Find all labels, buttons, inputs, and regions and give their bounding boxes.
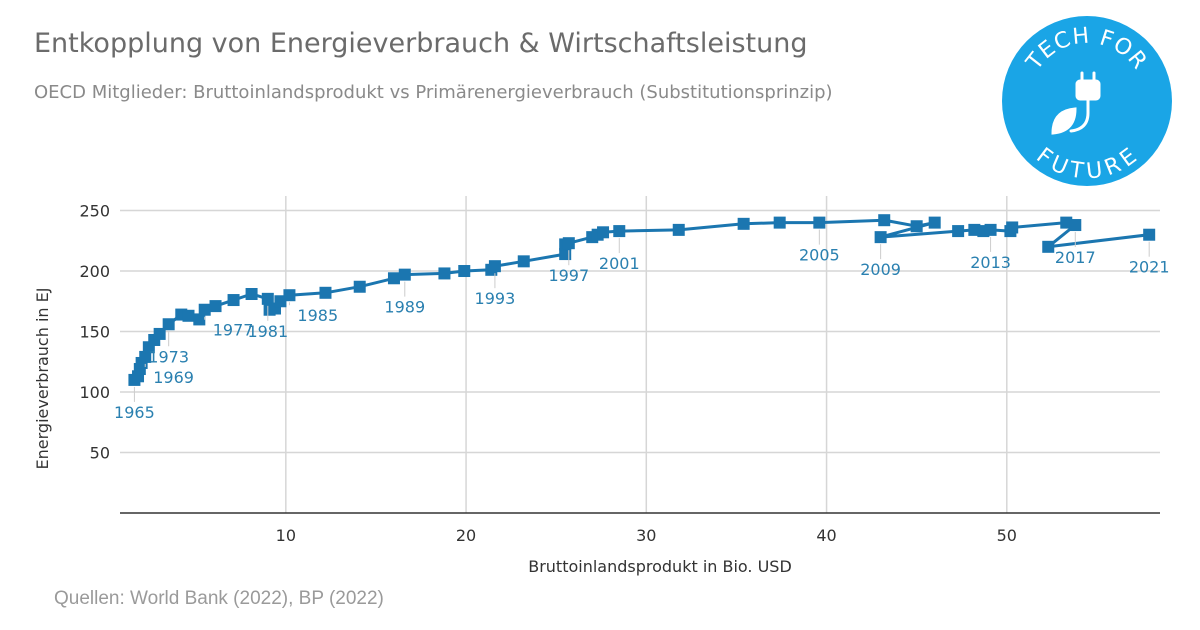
data-point bbox=[597, 226, 610, 239]
tech-for-future-logo: TECH FOR FUTURE bbox=[1002, 16, 1172, 186]
x-tick-label: 50 bbox=[997, 526, 1017, 545]
data-point bbox=[1143, 228, 1156, 241]
data-point bbox=[1060, 216, 1073, 229]
chart-title: Entkopplung von Energieverbrauch & Wirts… bbox=[34, 28, 808, 59]
year-label: 2005 bbox=[799, 246, 840, 265]
grid-lines bbox=[120, 196, 1160, 513]
chart-subtitle: OECD Mitglieder: Bruttoinlandsprodukt vs… bbox=[34, 82, 833, 103]
data-point bbox=[245, 288, 258, 301]
year-label: 2021 bbox=[1129, 258, 1170, 277]
x-tick-label: 30 bbox=[636, 526, 656, 545]
y-tick-label: 150 bbox=[79, 323, 110, 342]
x-tick-label: 40 bbox=[816, 526, 836, 545]
x-axis-title: Bruttoinlandsprodukt in Bio. USD bbox=[528, 557, 792, 576]
data-point bbox=[227, 294, 240, 307]
year-label: 2001 bbox=[599, 254, 640, 273]
year-label: 1989 bbox=[384, 298, 425, 317]
data-point bbox=[672, 223, 685, 236]
data-point bbox=[353, 280, 366, 293]
data-point bbox=[283, 289, 296, 302]
year-label: 1977 bbox=[213, 321, 254, 340]
year-label: 1985 bbox=[297, 306, 338, 325]
data-point bbox=[984, 223, 997, 236]
x-tick-label: 10 bbox=[276, 526, 296, 545]
data-point bbox=[1069, 219, 1082, 232]
data-point bbox=[162, 318, 175, 331]
data-point bbox=[1042, 240, 1055, 253]
data-point bbox=[517, 255, 530, 268]
data-point bbox=[139, 350, 152, 363]
year-label: 1997 bbox=[548, 266, 589, 285]
data-point bbox=[458, 265, 471, 278]
y-tick-label: 50 bbox=[90, 444, 110, 463]
data-point bbox=[153, 327, 166, 340]
plug-leaf-icon bbox=[1051, 71, 1101, 135]
data-points bbox=[128, 214, 1156, 386]
y-tick-label: 250 bbox=[79, 202, 110, 221]
data-point bbox=[874, 231, 887, 244]
data-point bbox=[559, 248, 572, 261]
data-point bbox=[910, 220, 923, 233]
data-point bbox=[878, 214, 891, 227]
tick-labels: 10 20 30 40 50 50 100 150 200 250 bbox=[79, 202, 1017, 545]
data-point bbox=[773, 216, 786, 229]
data-point bbox=[488, 260, 501, 273]
data-point bbox=[209, 300, 222, 313]
data-point bbox=[274, 295, 287, 308]
y-tick-label: 100 bbox=[79, 383, 110, 402]
year-label: 2009 bbox=[860, 260, 901, 279]
data-point bbox=[737, 217, 750, 230]
data-point bbox=[398, 268, 411, 281]
data-point bbox=[261, 292, 274, 305]
data-point bbox=[438, 267, 451, 280]
y-axis-title: Energieverbrauch in EJ bbox=[33, 288, 52, 470]
data-point bbox=[613, 225, 626, 238]
x-tick-label: 20 bbox=[456, 526, 476, 545]
data-point bbox=[387, 272, 400, 285]
year-label: 2017 bbox=[1055, 248, 1096, 267]
data-point bbox=[319, 286, 332, 299]
data-point bbox=[198, 303, 211, 316]
year-label: 2013 bbox=[970, 253, 1011, 272]
data-point bbox=[968, 223, 981, 236]
data-point bbox=[193, 313, 206, 326]
data-point bbox=[928, 216, 941, 229]
data-point bbox=[1006, 221, 1019, 234]
year-label: 1973 bbox=[148, 347, 189, 366]
data-point bbox=[952, 225, 965, 238]
data-point bbox=[182, 309, 195, 322]
year-label: 1993 bbox=[475, 289, 516, 308]
year-label: 1965 bbox=[114, 403, 155, 422]
y-tick-label: 200 bbox=[79, 262, 110, 281]
year-label: 1981 bbox=[247, 322, 288, 341]
source-note: Quellen: World Bank (2022), BP (2022) bbox=[54, 588, 384, 609]
data-point bbox=[562, 237, 575, 250]
year-label: 1969 bbox=[153, 368, 194, 387]
data-point bbox=[813, 216, 826, 229]
